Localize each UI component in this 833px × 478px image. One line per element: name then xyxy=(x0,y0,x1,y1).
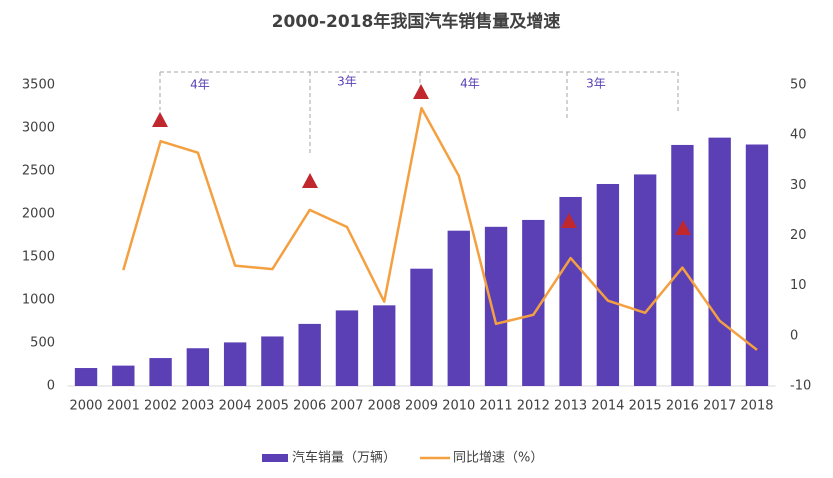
line xyxy=(122,106,758,351)
x-tick-label: 2000 xyxy=(69,399,102,414)
bar xyxy=(522,219,545,386)
bar xyxy=(671,144,694,386)
x-tick-label: 2003 xyxy=(181,399,214,414)
peak-marker xyxy=(152,112,168,127)
bar xyxy=(559,196,582,386)
chart-title: 2000-2018年我国汽车销售量及增速 xyxy=(272,11,561,32)
x-tick-label: 2005 xyxy=(256,399,289,414)
x-tick-label: 2012 xyxy=(517,399,550,414)
bar xyxy=(484,226,508,386)
bar xyxy=(633,174,657,386)
y2-tick-label: 30 xyxy=(790,178,807,193)
bar xyxy=(298,323,321,386)
legend-label: 汽车销量（万辆） xyxy=(292,450,396,466)
x-tick-label: 2014 xyxy=(591,399,624,414)
x-tick-label: 2001 xyxy=(107,399,140,414)
x-tick-label: 2013 xyxy=(554,399,587,414)
bracket xyxy=(159,71,679,155)
x-tick-label: 2006 xyxy=(293,399,326,414)
period-brackets: 4年 3年 4年 3年 xyxy=(159,71,679,155)
bar xyxy=(186,348,210,386)
legend-label: 同比增速（%） xyxy=(453,451,543,466)
y-tick-label: 3500 xyxy=(22,78,55,93)
y2-tick-label: 20 xyxy=(790,228,807,243)
x-tick-label: 2004 xyxy=(219,399,252,414)
peak-marker xyxy=(561,213,577,228)
bar xyxy=(112,365,135,386)
y-tick-label: 500 xyxy=(30,336,55,351)
x-tick-label: 2008 xyxy=(368,399,401,414)
y2-tick-label: 40 xyxy=(790,128,807,143)
y-tick-label: 0 xyxy=(47,379,55,394)
peak-marker xyxy=(302,173,318,188)
bar xyxy=(373,305,396,386)
x-tick-label: 2017 xyxy=(703,399,736,414)
x-tick-label: 2007 xyxy=(330,399,363,414)
y2-tick-label: 0 xyxy=(790,328,798,343)
y-tick-label: 2500 xyxy=(22,164,55,179)
bar xyxy=(745,144,769,386)
x-tick-label: 2009 xyxy=(405,399,438,414)
legend-swatch xyxy=(262,454,288,462)
annotation: 4年 xyxy=(190,78,210,92)
bar xyxy=(223,342,247,386)
x-tick-label: 2011 xyxy=(480,399,513,414)
bar xyxy=(410,268,433,386)
bar xyxy=(596,183,620,386)
y2-tick-label: 10 xyxy=(790,278,807,293)
annotation: 4年 xyxy=(460,77,480,91)
bar xyxy=(261,336,284,386)
y-tick-label: 2000 xyxy=(22,207,55,222)
y-tick-label: 1500 xyxy=(22,250,55,265)
bar xyxy=(74,368,98,386)
y2-tick-label: 50 xyxy=(790,78,807,93)
y-tick-label: 3000 xyxy=(22,121,55,136)
bar xyxy=(447,230,470,386)
annotation: 3年 xyxy=(586,77,606,91)
peak-marker xyxy=(413,84,429,99)
x-tick-label: 2002 xyxy=(144,399,177,414)
y2-tick-label: -10 xyxy=(790,379,811,394)
peak-marker xyxy=(675,220,691,235)
x-tick-label: 2016 xyxy=(666,399,699,414)
y-tick-label: 1000 xyxy=(22,293,55,308)
annotation: 3年 xyxy=(337,75,357,89)
x-tick-label: 2015 xyxy=(629,399,662,414)
x-tick-label: 2010 xyxy=(442,399,475,414)
x-tick-label: 2018 xyxy=(740,399,773,414)
bar xyxy=(149,358,172,386)
bar xyxy=(335,310,359,386)
bar xyxy=(708,137,731,386)
